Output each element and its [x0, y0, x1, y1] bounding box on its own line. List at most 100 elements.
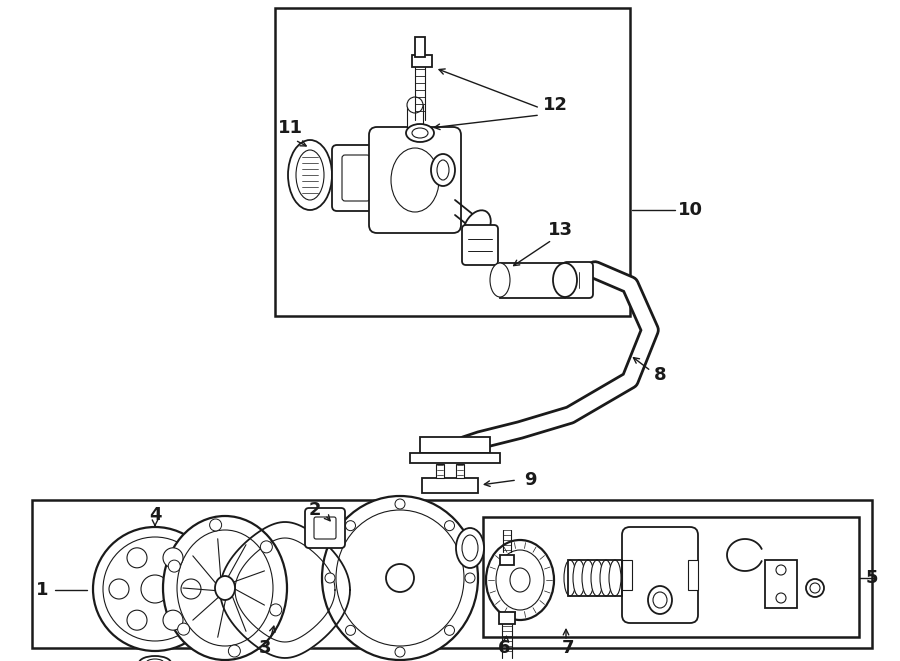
Ellipse shape [325, 573, 335, 583]
Ellipse shape [486, 540, 554, 620]
Text: 11: 11 [277, 119, 302, 137]
Ellipse shape [177, 530, 273, 646]
Bar [275, 8, 630, 316]
Text: 7: 7 [562, 639, 574, 657]
Bar [622, 570, 632, 586]
Text: 6: 6 [498, 639, 510, 657]
Ellipse shape [181, 579, 201, 599]
Text: 3: 3 [259, 639, 271, 657]
Ellipse shape [653, 592, 667, 608]
Ellipse shape [322, 496, 478, 660]
Ellipse shape [336, 510, 464, 646]
Ellipse shape [229, 645, 240, 657]
Ellipse shape [806, 579, 824, 597]
Ellipse shape [412, 128, 428, 138]
Bar [568, 560, 622, 596]
Ellipse shape [431, 154, 455, 186]
Ellipse shape [776, 593, 786, 603]
Text: 1: 1 [36, 581, 49, 599]
Bar [415, 37, 425, 57]
Ellipse shape [146, 659, 164, 661]
Ellipse shape [163, 516, 287, 660]
Ellipse shape [582, 560, 594, 596]
Ellipse shape [270, 604, 282, 616]
Ellipse shape [109, 579, 129, 599]
Ellipse shape [288, 140, 332, 210]
Ellipse shape [215, 576, 235, 600]
Text: 10: 10 [678, 201, 703, 219]
Bar [456, 464, 464, 478]
FancyBboxPatch shape [369, 127, 461, 233]
Bar [422, 478, 478, 493]
Ellipse shape [776, 565, 786, 575]
Bar [765, 560, 797, 608]
Bar [412, 55, 432, 67]
Ellipse shape [600, 560, 612, 596]
FancyBboxPatch shape [305, 508, 345, 548]
Ellipse shape [296, 150, 324, 200]
Ellipse shape [648, 586, 672, 614]
Bar [407, 105, 423, 135]
Ellipse shape [391, 148, 439, 212]
Text: 12: 12 [543, 96, 568, 114]
FancyBboxPatch shape [314, 517, 336, 539]
Bar [622, 560, 632, 590]
Ellipse shape [163, 548, 183, 568]
Ellipse shape [462, 535, 478, 561]
Ellipse shape [127, 548, 147, 568]
Text: 9: 9 [524, 471, 536, 489]
Ellipse shape [445, 521, 455, 531]
Ellipse shape [346, 521, 356, 531]
Ellipse shape [395, 499, 405, 509]
Bar [32, 500, 872, 648]
FancyBboxPatch shape [622, 527, 698, 623]
Ellipse shape [168, 560, 180, 572]
Ellipse shape [609, 560, 621, 596]
Bar [483, 517, 859, 637]
Text: 5: 5 [866, 569, 878, 587]
Ellipse shape [395, 647, 405, 657]
Ellipse shape [210, 519, 221, 531]
Bar [436, 464, 444, 478]
Ellipse shape [464, 210, 490, 244]
Ellipse shape [260, 541, 273, 553]
Ellipse shape [163, 610, 183, 630]
Ellipse shape [573, 560, 585, 596]
Polygon shape [220, 522, 350, 658]
Bar [410, 453, 500, 463]
Ellipse shape [496, 550, 544, 610]
Ellipse shape [346, 625, 356, 635]
Text: 4: 4 [148, 506, 161, 524]
Ellipse shape [406, 124, 434, 142]
Ellipse shape [465, 573, 475, 583]
Ellipse shape [407, 97, 423, 113]
Text: 8: 8 [653, 366, 666, 384]
Ellipse shape [103, 537, 207, 641]
Ellipse shape [510, 568, 530, 592]
Ellipse shape [445, 625, 455, 635]
Bar [500, 555, 514, 565]
Ellipse shape [591, 560, 603, 596]
Bar [499, 612, 515, 624]
Ellipse shape [810, 583, 820, 593]
FancyBboxPatch shape [462, 225, 498, 265]
FancyBboxPatch shape [342, 155, 370, 201]
Bar [500, 263, 565, 298]
FancyBboxPatch shape [332, 145, 378, 211]
Text: 2: 2 [309, 501, 321, 519]
Ellipse shape [386, 564, 414, 592]
Ellipse shape [141, 575, 169, 603]
Ellipse shape [490, 263, 510, 297]
Ellipse shape [127, 610, 147, 630]
Bar [688, 560, 698, 590]
Ellipse shape [437, 160, 449, 180]
Ellipse shape [177, 623, 190, 635]
FancyBboxPatch shape [563, 262, 593, 298]
Polygon shape [235, 538, 335, 642]
Ellipse shape [139, 656, 171, 661]
Ellipse shape [553, 263, 577, 297]
Bar [420, 437, 490, 453]
Ellipse shape [456, 528, 484, 568]
Text: 13: 13 [547, 221, 572, 239]
Ellipse shape [564, 560, 576, 596]
